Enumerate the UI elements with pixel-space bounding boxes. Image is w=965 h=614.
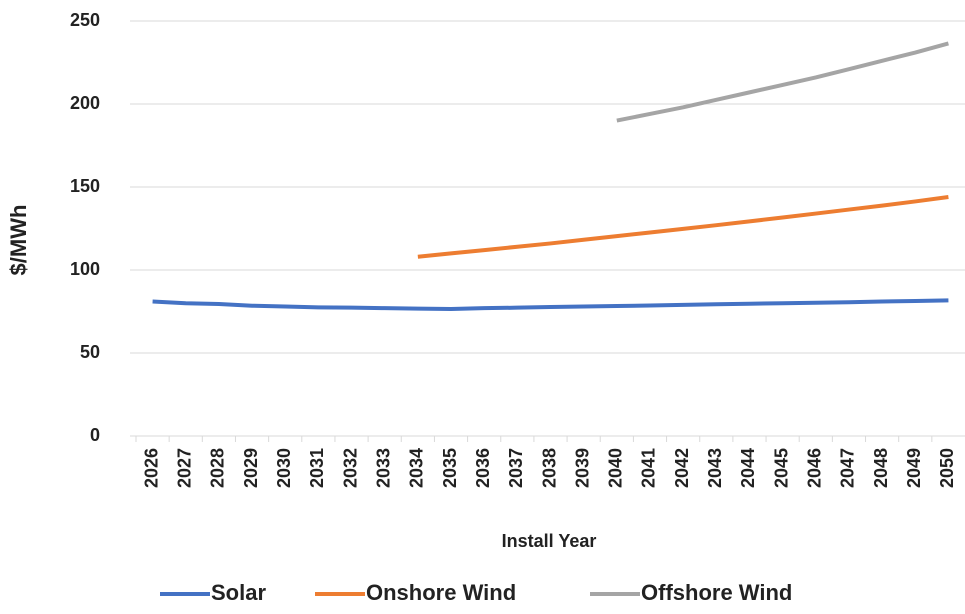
x-tick-label: 2049	[904, 448, 924, 488]
x-tick-label: 2030	[274, 448, 294, 488]
legend-label: Offshore Wind	[641, 580, 792, 605]
x-tick-label: 2045	[771, 448, 791, 488]
x-tick-label: 2039	[572, 448, 592, 488]
y-tick-label: 250	[70, 10, 100, 30]
legend-label: Solar	[211, 580, 266, 605]
series-line	[152, 298, 949, 312]
x-axis-title: Install Year	[502, 531, 597, 551]
x-tick-label: 2031	[307, 448, 327, 488]
x-tick-label: 2034	[407, 448, 427, 488]
x-tick-label: 2029	[241, 448, 261, 488]
legend-label: Onshore Wind	[366, 580, 516, 605]
x-tick-label: 2041	[639, 448, 659, 488]
x-tick-label: 2026	[141, 448, 161, 488]
x-tick-label: 2046	[805, 448, 825, 488]
y-tick-label: 0	[90, 425, 100, 445]
x-tick-label: 2044	[738, 448, 758, 488]
x-tick-label: 2032	[340, 448, 360, 488]
x-tick-label: 2040	[606, 448, 626, 488]
x-tick-label: 2043	[705, 448, 725, 488]
series-line	[616, 41, 949, 123]
x-tick-label: 2035	[440, 448, 460, 488]
y-tick-label: 50	[80, 342, 100, 362]
x-tick-label: 2042	[672, 448, 692, 488]
x-tick-label: 2033	[373, 448, 393, 488]
x-tick-label: 2050	[937, 448, 957, 488]
x-tick-label: 2027	[174, 448, 194, 488]
x-tick-label: 2048	[871, 448, 891, 488]
x-tick-label: 2037	[506, 448, 526, 488]
x-tick-label: 2047	[838, 448, 858, 488]
y-tick-label: 200	[70, 93, 100, 113]
y-axis-title: $/MWh	[6, 205, 31, 276]
x-tick-label: 2038	[539, 448, 559, 488]
y-tick-label: 150	[70, 176, 100, 196]
series-line	[417, 194, 949, 259]
x-tick-label: 2036	[473, 448, 493, 488]
x-tick-label: 2028	[208, 448, 228, 488]
y-tick-label: 100	[70, 259, 100, 279]
